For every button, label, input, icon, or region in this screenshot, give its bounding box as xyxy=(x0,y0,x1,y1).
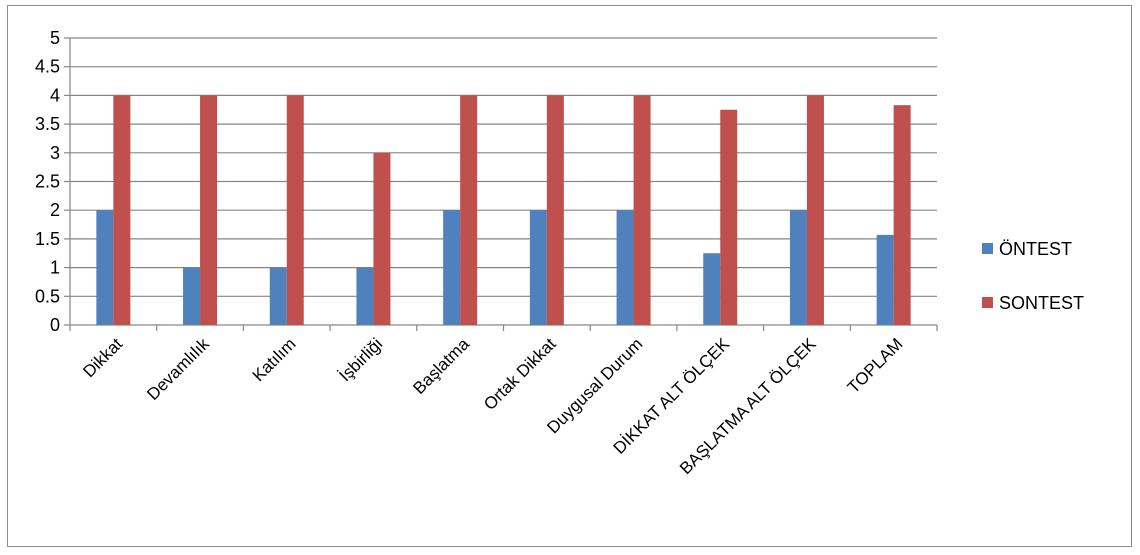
y-tick-label: 2 xyxy=(50,200,60,220)
bar-sontest xyxy=(113,95,131,326)
y-tick-label: 0.5 xyxy=(35,286,60,306)
bar-sontest xyxy=(460,95,478,326)
bar-sontest xyxy=(893,105,911,326)
y-tick-label: 3.5 xyxy=(35,114,60,134)
bar-sontest xyxy=(546,95,564,326)
bar-sontest xyxy=(806,95,824,326)
bar-sontest xyxy=(200,95,218,326)
y-tick-label: 3 xyxy=(50,143,60,163)
bar-ontest xyxy=(356,267,374,325)
legend-label: SONTEST xyxy=(999,293,1084,313)
x-category-label: Katılım xyxy=(249,334,300,385)
legend-swatch xyxy=(982,297,993,308)
y-tick-label: 2.5 xyxy=(35,172,60,192)
y-tick-label: 4.5 xyxy=(35,57,60,77)
x-category-label: Başlatma xyxy=(409,334,473,398)
bar-sontest xyxy=(633,95,651,326)
bar-sontest xyxy=(286,95,304,326)
y-tick-label: 5 xyxy=(50,28,60,48)
bar-ontest xyxy=(96,210,114,325)
y-tick-label: 0 xyxy=(50,315,60,335)
x-category-label: Devamlılık xyxy=(143,334,213,404)
x-category-label: Dikkat xyxy=(79,334,126,381)
x-category-label: TOPLAM xyxy=(844,334,907,397)
bar-ontest xyxy=(876,234,894,325)
bar-ontest xyxy=(616,210,634,325)
legend-label: ÖNTEST xyxy=(999,239,1072,259)
bar-sontest xyxy=(373,152,391,325)
bar-ontest xyxy=(443,210,461,325)
x-category-label: İşbirliği xyxy=(335,334,386,385)
y-tick-label: 1 xyxy=(50,258,60,278)
y-tick-label: 1.5 xyxy=(35,229,60,249)
bar-sontest xyxy=(720,109,738,325)
x-category-label: Ortak Dikkat xyxy=(480,334,560,414)
y-tick-label: 4 xyxy=(50,85,60,105)
legend-swatch xyxy=(982,243,993,254)
bar-ontest xyxy=(269,267,287,325)
bar-ontest xyxy=(789,210,807,325)
bar-ontest xyxy=(183,267,201,325)
bar-ontest xyxy=(703,253,721,325)
bar-ontest xyxy=(529,210,547,325)
